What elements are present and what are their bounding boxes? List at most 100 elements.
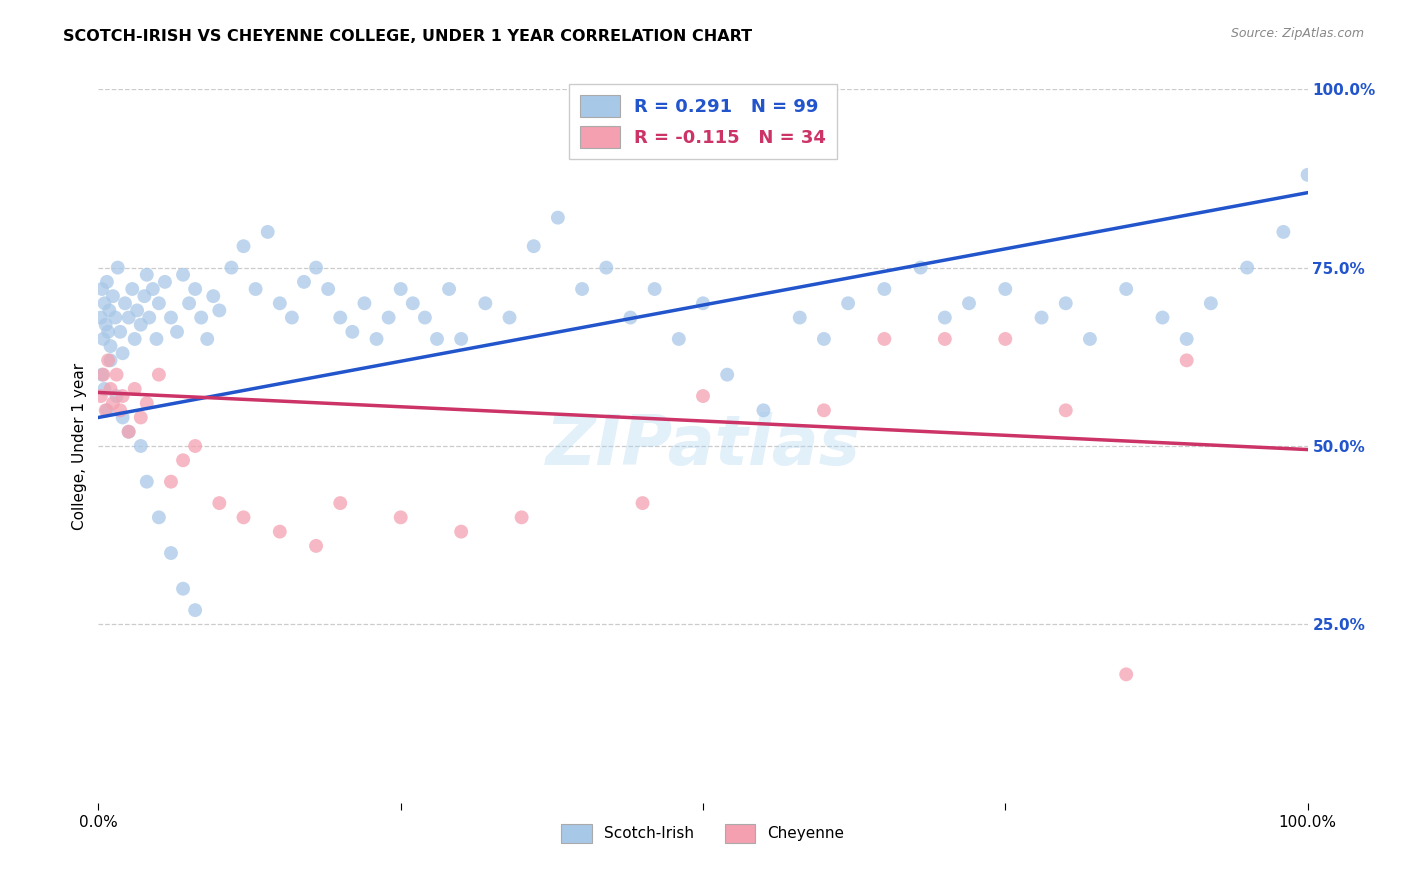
Point [329,496,352,510]
Point [1054,403,1077,417]
Point [450,332,472,346]
Point [124,332,146,346]
Point [644,282,666,296]
Point [145,332,167,346]
Point [934,332,956,346]
Point [184,282,207,296]
Point [377,310,399,325]
Point [195,332,218,346]
Point [90,389,112,403]
Point [172,582,194,596]
Point [389,510,412,524]
Point [148,296,170,310]
Point [153,275,176,289]
Point [353,296,375,310]
Point [105,389,128,403]
Point [413,310,436,325]
Point [316,282,339,296]
Point [90,310,112,325]
Point [292,275,315,289]
Point [100,382,122,396]
Point [138,310,160,325]
Point [934,310,956,325]
Point [96,403,118,417]
Point [498,310,520,325]
Point [692,389,714,403]
Point [101,396,124,410]
Point [245,282,267,296]
Point [121,282,143,296]
Point [93,382,115,396]
Point [873,282,896,296]
Point [148,510,170,524]
Point [1199,296,1222,310]
Point [202,289,225,303]
Point [1175,353,1198,368]
Point [148,368,170,382]
Point [1152,310,1174,325]
Point [100,339,122,353]
Point [221,260,243,275]
Point [134,289,156,303]
Point [111,410,134,425]
Point [172,453,194,467]
Point [104,310,127,325]
Point [437,282,460,296]
Point [172,268,194,282]
Point [166,325,188,339]
Point [184,439,207,453]
Point [232,239,254,253]
Point [547,211,569,225]
Point [114,296,136,310]
Point [329,310,352,325]
Point [571,282,593,296]
Point [135,475,157,489]
Point [1115,667,1137,681]
Point [474,296,496,310]
Point [269,524,291,539]
Point [208,303,231,318]
Point [402,296,425,310]
Point [910,260,932,275]
Point [135,268,157,282]
Point [108,403,131,417]
Point [389,282,412,296]
Point [305,260,328,275]
Point [93,296,115,310]
Point [1078,332,1101,346]
Point [129,410,152,425]
Point [127,303,149,318]
Point [160,546,183,560]
Point [994,282,1017,296]
Point [366,332,388,346]
Point [91,368,114,382]
Point [179,296,201,310]
Point [208,496,231,510]
Point [813,403,835,417]
Point [1272,225,1295,239]
Point [957,296,980,310]
Point [631,496,654,510]
Point [107,260,129,275]
Point [1175,332,1198,346]
Point [91,282,114,296]
Point [142,282,165,296]
Point [994,332,1017,346]
Point [96,275,118,289]
Point [1115,282,1137,296]
Point [426,332,449,346]
Point [100,353,122,368]
Point [94,403,117,417]
Point [269,296,291,310]
Point [873,332,896,346]
Point [752,403,775,417]
Point [97,353,120,368]
Point [118,310,141,325]
Point [124,382,146,396]
Point [523,239,546,253]
Point [111,389,134,403]
Point [118,425,141,439]
Point [450,524,472,539]
Point [342,325,364,339]
Point [1236,260,1258,275]
